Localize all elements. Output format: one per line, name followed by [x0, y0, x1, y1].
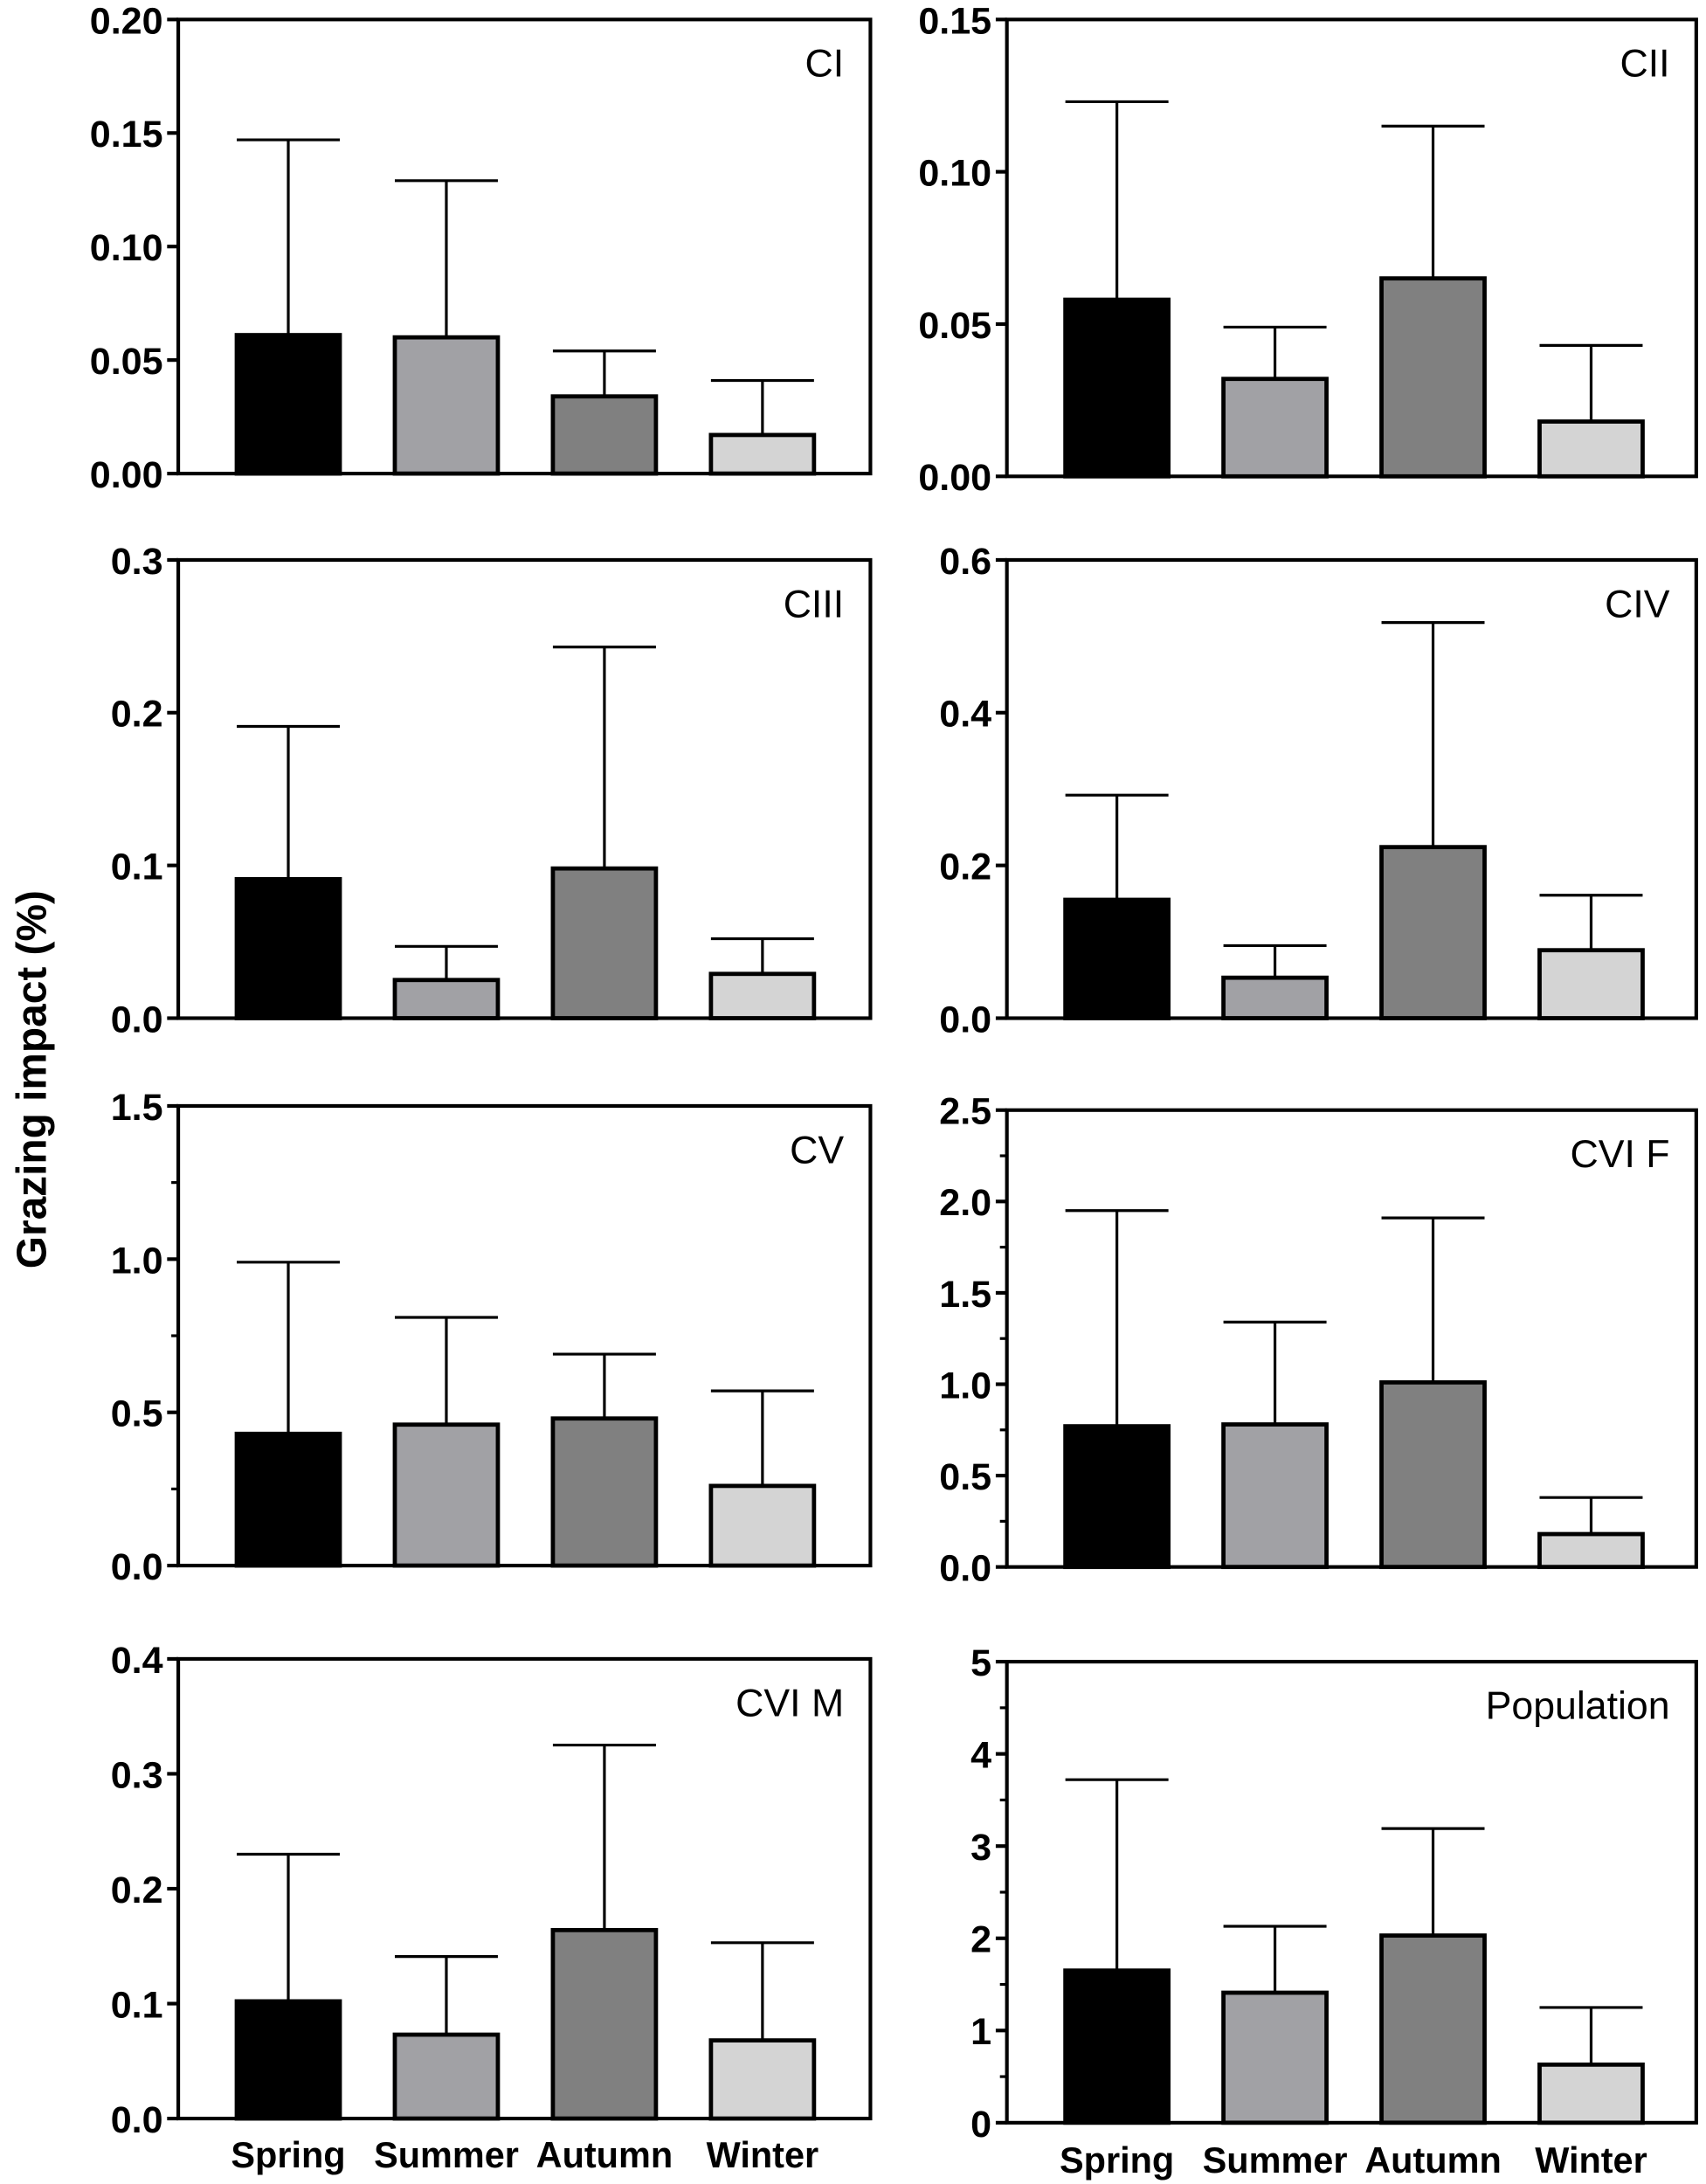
- y-axis-label: Grazing impact (%): [10, 890, 56, 1268]
- x-tick-label-summer: Summer: [1203, 2139, 1348, 2181]
- plot-frame: [1005, 557, 1698, 1020]
- bar-spring: [1063, 1968, 1171, 2125]
- y-tick-label: 1: [970, 2011, 991, 2053]
- plot-frame: [1005, 17, 1698, 479]
- y-tick-label: 0.10: [918, 153, 991, 195]
- y-tick-label: 1.0: [939, 1365, 991, 1406]
- x-tick-label-autumn: Autumn: [1364, 2139, 1502, 2181]
- y-tick-label: 1.5: [111, 1087, 163, 1129]
- bar-autumn: [1379, 1380, 1487, 1570]
- x-tick-label-spring: Spring: [231, 2134, 345, 2175]
- panel-cii: 0.00 0.05 0.10 0.15 CII: [918, 0, 1698, 499]
- y-tick-label: 2.0: [939, 1182, 991, 1224]
- bar-autumn: [1379, 1933, 1487, 2125]
- bar-winter: [1537, 1531, 1645, 1570]
- y-tick-label: 0.0: [111, 999, 163, 1040]
- y-tick-label: 0.15: [918, 0, 991, 42]
- y-tick-label: 0.5: [939, 1456, 991, 1498]
- bar-autumn: [1379, 276, 1487, 479]
- x-tick-label-spring: Spring: [1060, 2139, 1174, 2181]
- x-tick-label-autumn: Autumn: [536, 2134, 673, 2175]
- bar-summer: [392, 335, 501, 476]
- x-tick-label-winter: Winter: [707, 2134, 819, 2175]
- panel-civ: 0.0 0.2 0.4 0.6 CIV: [939, 541, 1698, 1040]
- x-tick-label-summer: Summer: [374, 2134, 519, 2175]
- y-tick-label: 1.0: [111, 1240, 163, 1282]
- bar-summer: [1221, 1990, 1329, 2125]
- y-tick-label: 4: [970, 1735, 991, 1777]
- panel-title: CVI M: [736, 1682, 844, 1724]
- y-tick-label: 0.3: [111, 1754, 163, 1796]
- panel-cvi-m: 0.0 0.1 0.2 0.3 0.4 CVI M Spring Summer Autumn Wi…: [111, 1640, 873, 2175]
- bar-spring: [1063, 297, 1171, 479]
- panel-cv: 0.0 0.5 1.0 1.5 CV: [111, 1087, 873, 1588]
- y-tick-label: 0.00: [90, 454, 163, 496]
- y-tick-label: 0.2: [111, 694, 163, 736]
- y-tick-label: 0.1: [111, 1984, 163, 2026]
- bar-spring: [234, 333, 342, 476]
- panel-ciii: 0.0 0.1 0.2 0.3 CIII: [111, 541, 873, 1040]
- bar-summer: [1221, 377, 1329, 479]
- bar-summer: [1221, 1422, 1329, 1570]
- panel-population: 0 1 2 3 4 5 Population Spring Summer Autumn Winter: [970, 1642, 1698, 2181]
- y-tick-label: 0.6: [939, 541, 991, 583]
- bar-spring: [1063, 897, 1171, 1020]
- bar-winter: [708, 2038, 817, 2121]
- bar-spring: [1063, 1424, 1171, 1570]
- bar-summer: [392, 2032, 501, 2121]
- bar-autumn: [550, 866, 659, 1020]
- panel-title: CI: [805, 43, 845, 86]
- y-tick-label: 0.4: [111, 1640, 163, 1682]
- panel-cvi-f: 0.0 0.5 1.0 1.5 2.0 2.5 CVI F: [939, 1091, 1698, 1590]
- y-tick-label: 0.0: [939, 999, 991, 1040]
- x-tick-label-winter: Winter: [1535, 2139, 1647, 2181]
- bar-winter: [708, 1483, 817, 1568]
- bar-autumn: [550, 394, 659, 476]
- bar-summer: [392, 1422, 501, 1568]
- panel-title: CV: [790, 1129, 844, 1171]
- y-tick-label: 3: [970, 1827, 991, 1869]
- y-tick-label: 0.05: [918, 305, 991, 347]
- bar-autumn: [1379, 845, 1487, 1020]
- y-tick-label: 0.5: [111, 1393, 163, 1435]
- bar-spring: [234, 1999, 342, 2121]
- bar-winter: [1537, 419, 1645, 479]
- y-tick-label: 5: [970, 1642, 991, 1684]
- y-tick-label: 0.10: [90, 227, 163, 269]
- bar-spring: [234, 1431, 342, 1568]
- plot-frame: [176, 557, 873, 1020]
- y-tick-label: 0.0: [939, 1548, 991, 1590]
- panel-title: CIV: [1605, 583, 1670, 625]
- y-tick-label: 0.20: [90, 0, 163, 42]
- y-tick-label: 0.00: [918, 457, 991, 499]
- bar-summer: [392, 978, 501, 1020]
- bar-winter: [708, 971, 817, 1020]
- panel-title: Population: [1486, 1684, 1670, 1727]
- y-tick-label: 0.4: [939, 694, 991, 736]
- y-tick-label: 1.5: [939, 1274, 991, 1316]
- y-tick-label: 2: [970, 1919, 991, 1961]
- y-tick-label: 0.1: [111, 847, 163, 888]
- panel-title: CVI F: [1571, 1133, 1670, 1176]
- y-tick-label: 0.05: [90, 341, 163, 383]
- bar-autumn: [550, 1927, 659, 2121]
- bar-winter: [1537, 2062, 1645, 2125]
- y-tick-label: 0.0: [111, 2099, 163, 2141]
- y-tick-label: 0.2: [111, 1870, 163, 1911]
- bar-spring: [234, 876, 342, 1020]
- y-tick-label: 2.5: [939, 1091, 991, 1133]
- y-tick-label: 0: [970, 2104, 991, 2146]
- panel-ci: 0.00 0.05 0.10 0.15 0.20 CI: [90, 0, 873, 496]
- y-tick-label: 0.15: [90, 114, 163, 156]
- y-tick-label: 0.0: [111, 1546, 163, 1588]
- bar-winter: [1537, 948, 1645, 1020]
- y-tick-label: 0.2: [939, 847, 991, 888]
- bar-summer: [1221, 975, 1329, 1020]
- panel-title: CIII: [784, 583, 844, 625]
- panel-title: CII: [1620, 43, 1670, 86]
- bar-autumn: [550, 1416, 659, 1568]
- y-tick-label: 0.3: [111, 541, 163, 583]
- bar-winter: [708, 432, 817, 476]
